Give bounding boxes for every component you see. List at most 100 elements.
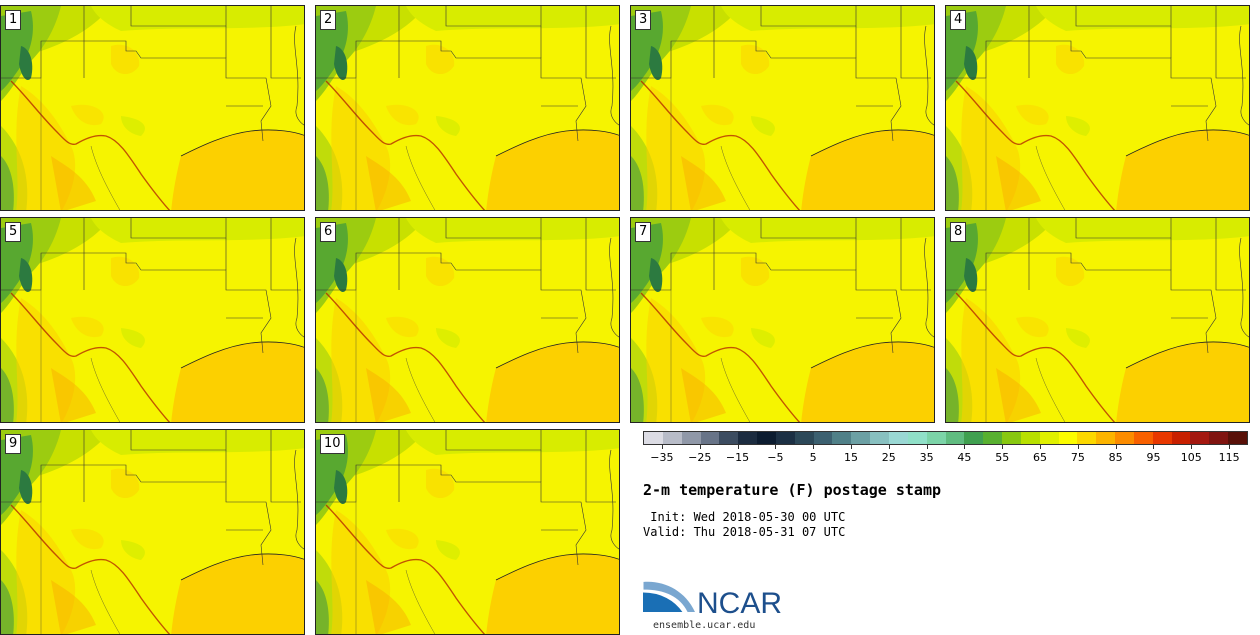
member-number-label: 8 [950, 222, 967, 242]
colorbar-segment [907, 432, 927, 444]
ensemble-member-panel: 4 [945, 5, 1250, 211]
colorbar-tick-label: −25 [688, 451, 712, 464]
member-number-label: 1 [5, 10, 22, 30]
colorbar-tick [737, 445, 739, 449]
colorbar-segment [1152, 432, 1172, 444]
colorbar-tick [888, 445, 890, 449]
temperature-map [316, 6, 619, 210]
colorbar-segment [1115, 432, 1134, 444]
colorbar-tick [699, 445, 701, 449]
colorbar-segment [926, 432, 946, 444]
temperature-map [631, 6, 934, 210]
colorbar-tick-label: −5 [767, 451, 784, 464]
temperature-map [946, 218, 1249, 422]
colorbar-tick-label: −15 [725, 451, 750, 464]
colorbar-tick-label: 65 [1033, 451, 1048, 464]
colorbar-tick-label: 55 [995, 451, 1010, 464]
member-number-label: 6 [320, 222, 337, 242]
member-number-label: 2 [320, 10, 337, 30]
colorbar-segment [1039, 432, 1059, 444]
temperature-map [946, 6, 1249, 210]
colorbar-tick [813, 445, 815, 449]
member-number-label: 5 [5, 222, 22, 242]
member-number-label: 10 [320, 434, 345, 454]
plot-title: 2-m temperature (F) postage stamp [643, 481, 942, 499]
colorbar-segment [757, 432, 776, 444]
colorbar-segment [832, 432, 852, 444]
colorbar-tick-label: 95 [1146, 451, 1161, 464]
colorbar-tick [1153, 445, 1155, 449]
colorbar-segment [1228, 432, 1247, 444]
colorbar-tick [1077, 445, 1079, 449]
colorbar-tick-label: 45 [957, 451, 972, 464]
temperature-map [631, 218, 934, 422]
colorbar-tick-label: 85 [1108, 451, 1123, 464]
colorbar-tick [1229, 445, 1231, 449]
ensemble-member-panel: 9 [0, 429, 305, 635]
colorbar-tick [926, 445, 928, 449]
colorbar-segment [644, 432, 663, 444]
colorbar-segment [1171, 432, 1191, 444]
colorbar-segment [888, 432, 908, 444]
ensemble-url: ensemble.ucar.edu [653, 620, 756, 631]
colorbar-segment [870, 432, 889, 444]
member-number-label: 7 [635, 222, 652, 242]
colorbar-tick [1115, 445, 1117, 449]
init-time: Init: Wed 2018-05-30 00 UTC [643, 510, 846, 524]
ensemble-member-panel: 1 [0, 5, 305, 211]
colorbar-segment [1002, 432, 1021, 444]
colorbar-segment [775, 432, 795, 444]
colorbar-segment [1096, 432, 1116, 444]
colorbar-tick [1040, 445, 1042, 449]
ensemble-member-panel: 5 [0, 217, 305, 423]
valid-time: Valid: Thu 2018-05-31 07 UTC [643, 525, 846, 539]
temperature-map [1, 218, 304, 422]
colorbar-segment [1190, 432, 1210, 444]
colorbar-segment [1020, 432, 1040, 444]
colorbar-segment [700, 432, 720, 444]
colorbar-segment [1058, 432, 1078, 444]
colorbar-tick [775, 445, 777, 449]
temperature-map [1, 430, 304, 634]
colorbar-tick-label: 105 [1180, 451, 1202, 464]
member-number-label: 9 [5, 434, 22, 454]
ncar-logo-text: NCAR [697, 587, 782, 620]
temperature-map [1, 6, 304, 210]
colorbar-segment [1209, 432, 1229, 444]
ensemble-member-panel: 8 [945, 217, 1250, 423]
ensemble-member-panel: 7 [630, 217, 935, 423]
colorbar-segment [794, 432, 814, 444]
colorbar-segment [945, 432, 965, 444]
ensemble-member-panel: 2 [315, 5, 620, 211]
colorbar-tick-label: 115 [1218, 451, 1240, 464]
colorbar-segment [738, 432, 758, 444]
ensemble-member-panel: 3 [630, 5, 935, 211]
colorbar-segment [1133, 432, 1153, 444]
member-number-label: 4 [950, 10, 967, 30]
colorbar-segment [983, 432, 1003, 444]
colorbar-tick [661, 445, 663, 449]
temperature-map [316, 218, 619, 422]
ensemble-member-panel: 6 [315, 217, 620, 423]
colorbar-segment [681, 432, 701, 444]
ensemble-member-panel: 10 [315, 429, 620, 635]
colorbar-tick [850, 445, 852, 449]
temperature-map [316, 430, 619, 634]
colorbar-segment [719, 432, 739, 444]
colorbar-tick-labels: −35 −25 −15 −5 5 15 25 35 45 55 65 75 85 95 105 115 [643, 445, 1248, 467]
colorbar-tick-label: 35 [919, 451, 934, 464]
colorbar-segment [813, 432, 833, 444]
colorbar-tick-label: −35 [650, 451, 674, 464]
colorbar-segment [1077, 432, 1097, 444]
colorbar-segment [964, 432, 984, 444]
colorbar-tick [1191, 445, 1193, 449]
temperature-colorbar [643, 431, 1248, 445]
colorbar-tick [1002, 445, 1004, 449]
colorbar-tick-label: 25 [881, 451, 896, 464]
colorbar-segment [662, 432, 682, 444]
colorbar-tick-label: 15 [843, 451, 858, 464]
colorbar-tick [964, 445, 966, 449]
ncar-logo: NCAR [642, 578, 793, 620]
colorbar-tick-label: 75 [1070, 451, 1085, 464]
colorbar-tick-label: 5 [809, 451, 817, 464]
